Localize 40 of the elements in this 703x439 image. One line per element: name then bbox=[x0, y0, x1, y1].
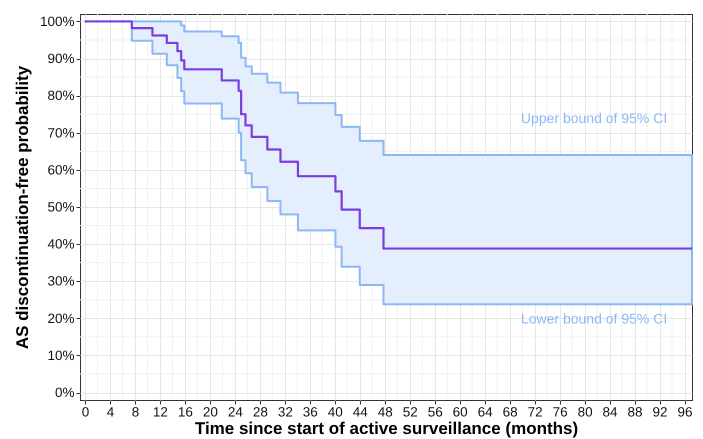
annotation: Upper bound of 95% CI bbox=[520, 110, 668, 126]
y-tick-label: 90% bbox=[47, 51, 74, 66]
y-tick-label: 50% bbox=[47, 200, 74, 214]
y-tick-label: 80% bbox=[47, 88, 74, 104]
x-tick-label: 92 bbox=[652, 404, 668, 420]
x-tick-label: 32 bbox=[278, 404, 293, 420]
y-tick-label: 40% bbox=[47, 236, 74, 252]
x-tick-label: 36 bbox=[302, 404, 318, 420]
annotation: Lower bound of 95% CI bbox=[520, 310, 668, 326]
y-tick-label: 0% bbox=[54, 385, 74, 400]
y-tick-label: 70% bbox=[47, 125, 74, 140]
x-tick-label: 88 bbox=[628, 404, 643, 420]
x-tick-label: 40 bbox=[328, 404, 343, 420]
x-tick-label: 16 bbox=[178, 404, 193, 420]
x-tick-label: 20 bbox=[202, 404, 218, 420]
x-tick-label: 48 bbox=[378, 404, 393, 420]
y-axis-title: AS discontinuation-free probability bbox=[12, 65, 32, 350]
x-tick-label: 24 bbox=[228, 404, 244, 420]
x-tick-label: 80 bbox=[578, 404, 593, 420]
x-tick-label: 8 bbox=[132, 404, 140, 420]
x-tick-label: 76 bbox=[552, 404, 568, 420]
x-tick-label: 44 bbox=[352, 404, 368, 420]
x-tick-label: 96 bbox=[677, 404, 693, 420]
x-tick-label: 12 bbox=[152, 404, 168, 420]
x-tick-label: 64 bbox=[478, 404, 494, 420]
y-tick-label: 30% bbox=[47, 274, 74, 289]
x-tick-label: 72 bbox=[528, 404, 543, 420]
x-tick-label: 60 bbox=[452, 404, 468, 420]
y-tick-label: 60% bbox=[47, 162, 74, 178]
x-tick-label: 84 bbox=[602, 404, 618, 420]
x-tick-label: 4 bbox=[106, 404, 115, 420]
y-tick-label: 100% bbox=[40, 14, 74, 29]
x-axis-title: Time since start of active surveillance (months) bbox=[194, 419, 578, 438]
y-tick-label: 10% bbox=[47, 348, 74, 363]
x-tick-label: 68 bbox=[502, 404, 518, 420]
x-tick-label: 0 bbox=[82, 404, 90, 420]
x-tick-label: 28 bbox=[252, 404, 268, 420]
y-tick-label: 20% bbox=[47, 310, 74, 326]
x-tick-label: 56 bbox=[428, 404, 443, 420]
x-tick-label: 52 bbox=[402, 404, 418, 420]
